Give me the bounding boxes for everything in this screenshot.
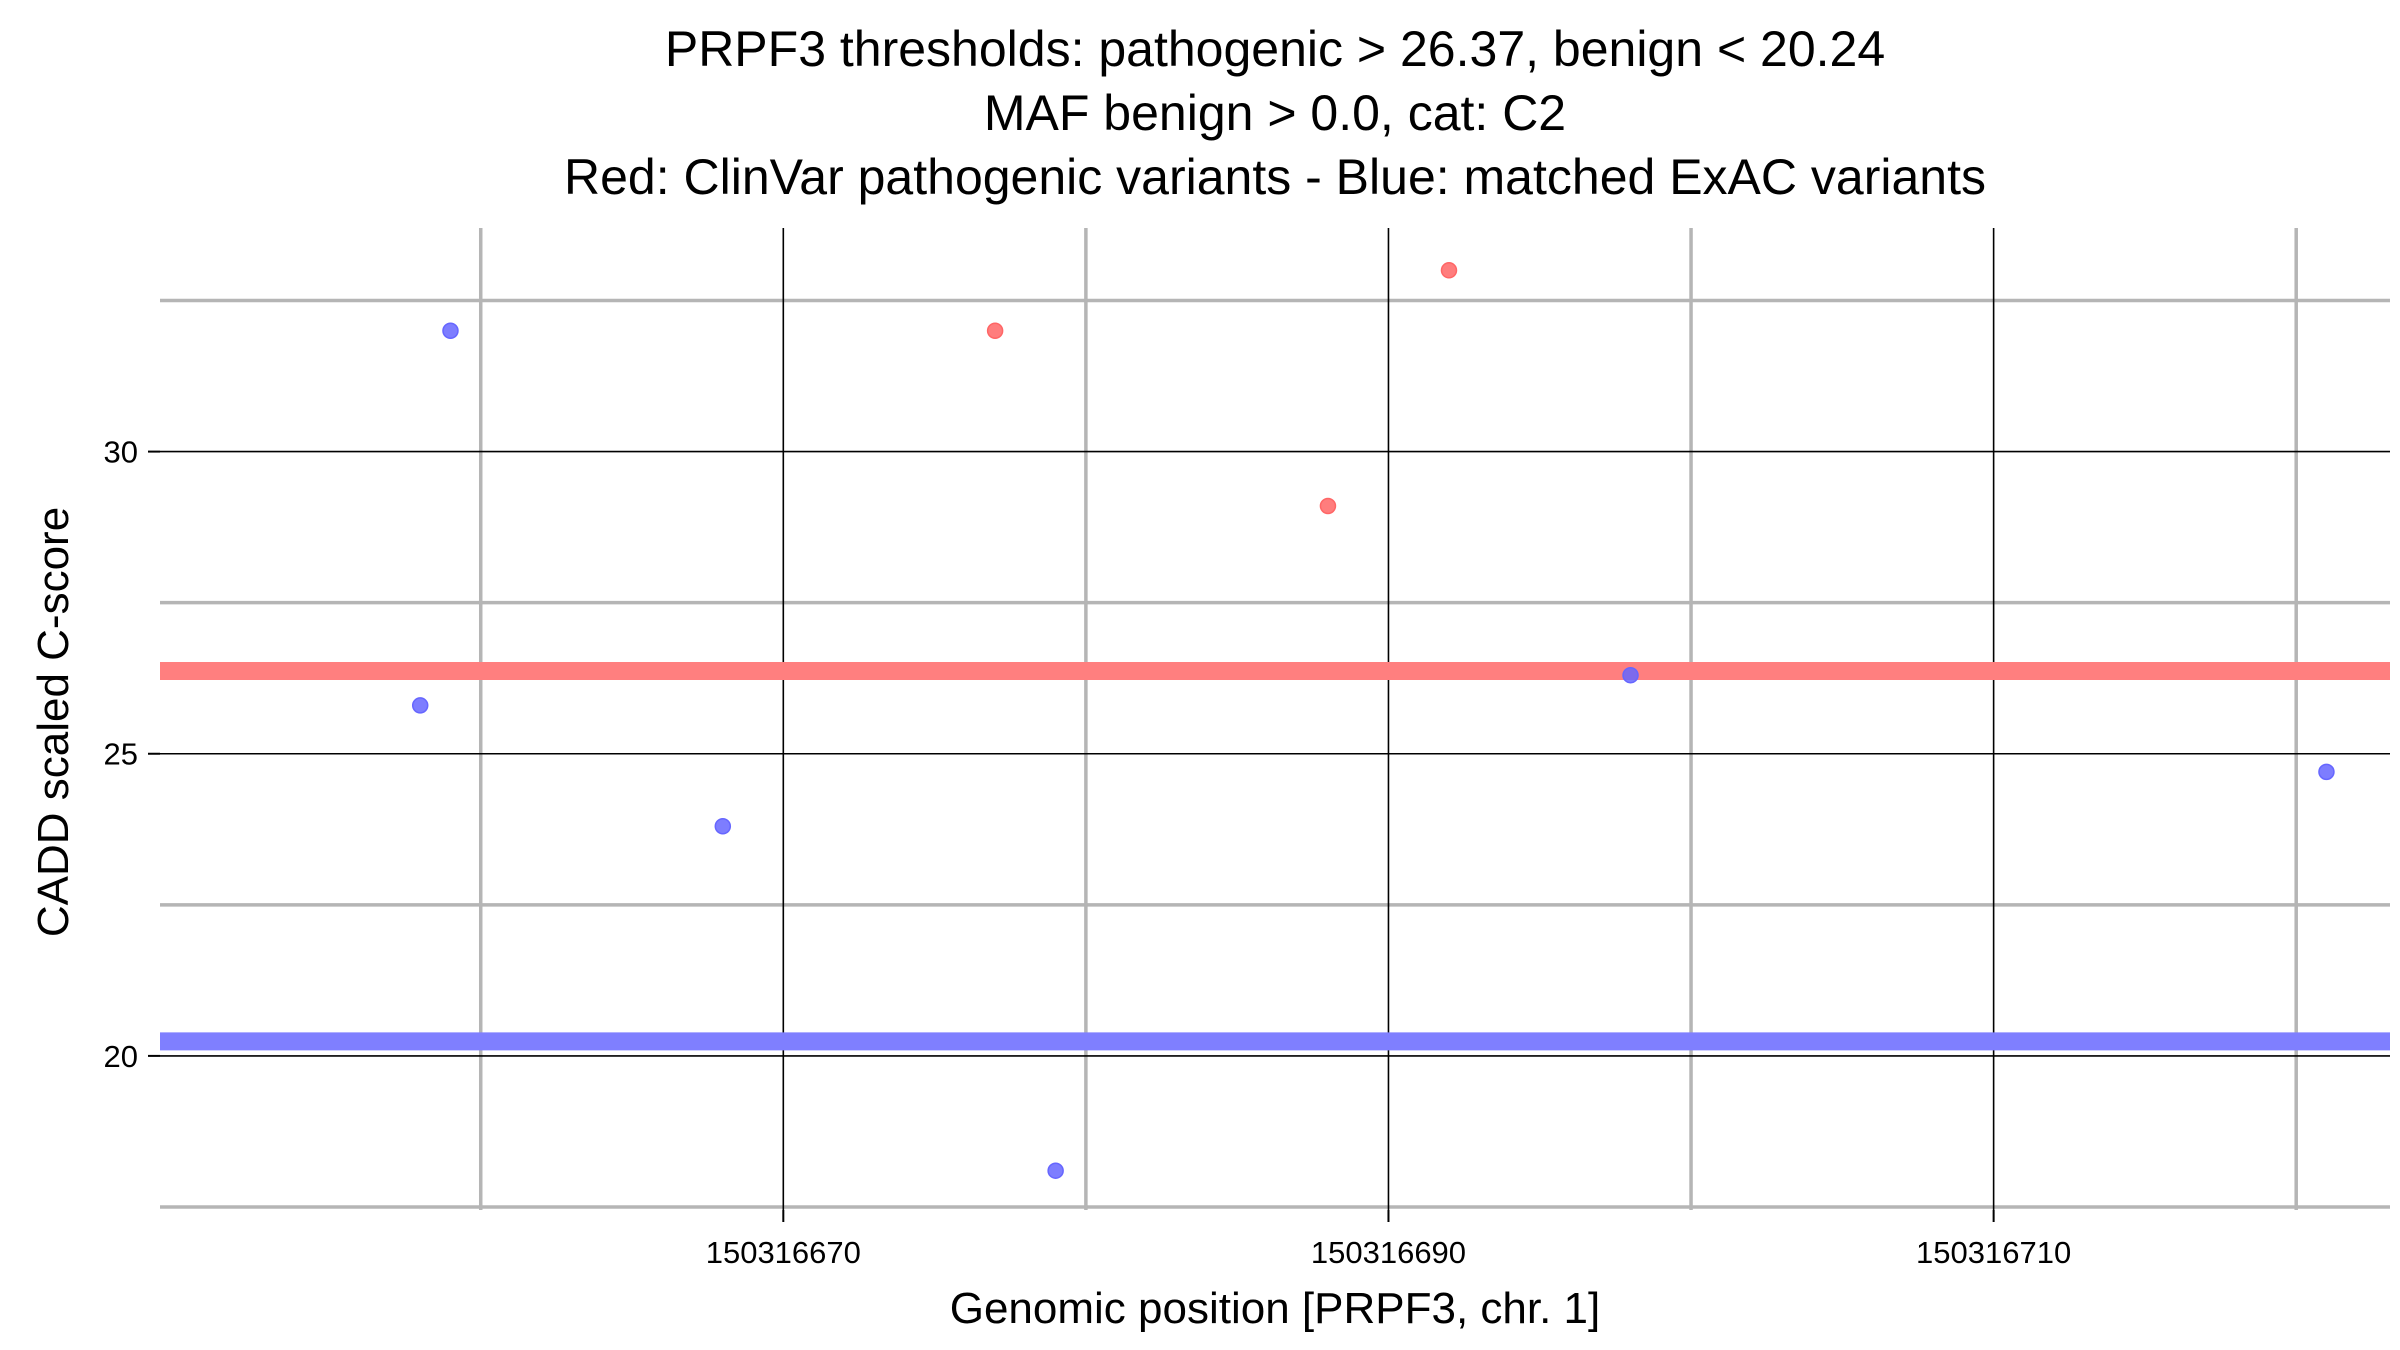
data-points: [411, 262, 2335, 1179]
x-tick-label: 150316690: [1311, 1235, 1466, 1270]
title-line-1: PRPF3 thresholds: pathogenic > 26.37, be…: [665, 21, 1885, 77]
y-tick-label: 20: [104, 1039, 138, 1074]
data-point-series-2: [442, 322, 459, 339]
threshold-lines: [160, 661, 2390, 1051]
y-tick-label: 25: [104, 737, 138, 772]
major-grid: [160, 228, 2390, 1210]
title-line-3: Red: ClinVar pathogenic variants - Blue:…: [564, 149, 1986, 205]
data-point-series-2: [1047, 1162, 1064, 1179]
data-point-series-2: [411, 697, 429, 714]
x-axis: 150316670 150316690 150316710: [706, 1210, 2071, 1270]
x-tick-label: 150316710: [1916, 1235, 2071, 1270]
plot-area: [160, 228, 2390, 1210]
data-point-series-1: [1319, 497, 1337, 515]
title-line-2: MAF benign > 0.0, cat: C2: [984, 85, 1566, 141]
x-tick-label: 150316670: [706, 1235, 861, 1270]
x-axis-label: Genomic position [PRPF3, chr. 1]: [950, 1284, 1601, 1333]
data-point-series-2: [2318, 763, 2335, 781]
data-point-series-1: [1440, 262, 1458, 279]
data-point-series-2: [714, 818, 732, 835]
y-tick-label: 30: [104, 435, 138, 470]
chart-title: PRPF3 thresholds: pathogenic > 26.37, be…: [564, 21, 1986, 205]
y-axis-label: CADD scaled C-score: [29, 507, 78, 937]
y-axis: 20 25 30: [104, 435, 160, 1074]
data-point-series-1: [986, 322, 1004, 339]
data-point-series-2: [1622, 666, 1639, 684]
minor-grid: [160, 228, 2390, 1210]
